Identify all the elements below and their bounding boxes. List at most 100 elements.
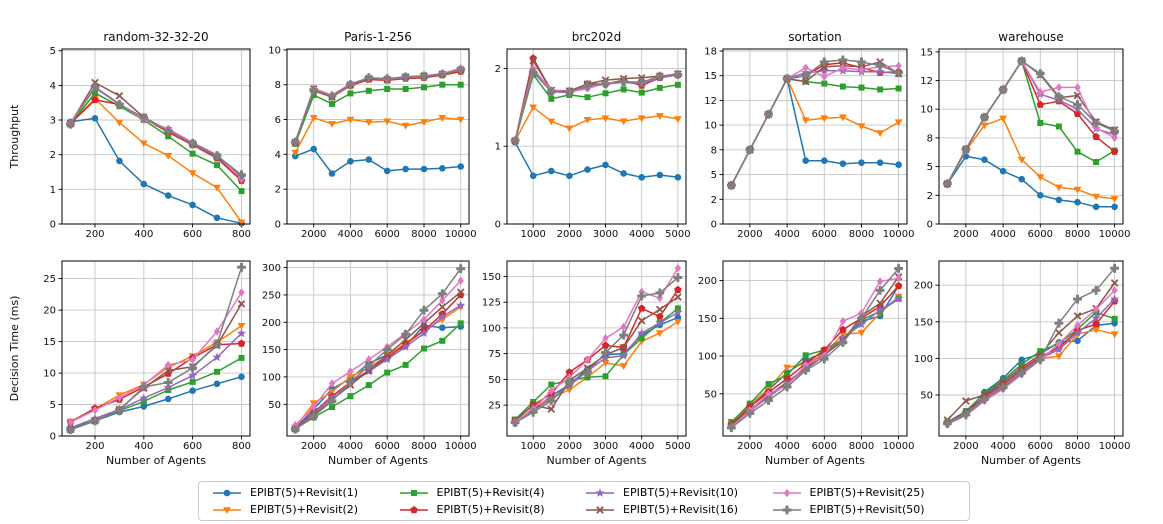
svg-text:10: 10 xyxy=(268,45,281,56)
svg-text:800: 800 xyxy=(232,441,251,452)
svg-text:8: 8 xyxy=(927,133,933,144)
svg-text:8: 8 xyxy=(711,145,717,156)
plot-frame xyxy=(61,260,251,437)
legend-item: EPIBT(5)+Revisit(8) xyxy=(398,503,585,517)
series-x xyxy=(727,58,903,190)
legend-label: EPIBT(5)+Revisit(25) xyxy=(809,486,925,499)
svg-text:5: 5 xyxy=(927,162,933,173)
svg-text:10000: 10000 xyxy=(445,229,477,240)
series-x xyxy=(511,56,682,145)
series-plus xyxy=(943,56,1119,189)
gridlines xyxy=(723,49,907,224)
subplot-title: Paris-1-256 xyxy=(344,30,412,44)
svg-text:100: 100 xyxy=(698,352,717,363)
svg-text:600: 600 xyxy=(183,441,202,452)
svg-text:75: 75 xyxy=(488,349,501,360)
svg-text:100: 100 xyxy=(914,354,933,365)
tick-labels: 200 400 600 800 0 1 2 3 4 5 xyxy=(50,46,251,240)
svg-text:2000: 2000 xyxy=(953,229,978,240)
svg-text:2000: 2000 xyxy=(301,229,326,240)
subplot-r1-c2: 2000 4000 6000 8000 10000 0 2 4 6 8 10 Paris-1-256 xyxy=(253,24,477,244)
svg-text:50: 50 xyxy=(920,391,933,402)
series-plus xyxy=(727,55,903,190)
chart-canvas: 2000 4000 6000 8000 10000 0 2 5 8 10 12 15 18 sortati… xyxy=(704,30,915,240)
subplot-r2-c5: 2000 4000 6000 8000 10000 50 100 150 200 Number o… xyxy=(905,255,1131,474)
legend-item: EPIBT(5)+Revisit(50) xyxy=(771,503,958,517)
svg-text:50: 50 xyxy=(488,375,501,386)
svg-text:4000: 4000 xyxy=(338,229,363,240)
series-diamond xyxy=(511,264,682,426)
svg-text:8000: 8000 xyxy=(411,229,436,240)
svg-text:300: 300 xyxy=(262,263,281,274)
series-x xyxy=(943,279,1119,424)
legend-label: EPIBT(5)+Revisit(4) xyxy=(436,486,545,499)
subplot-title: brc202d xyxy=(572,30,621,44)
tick-marks xyxy=(58,278,242,440)
svg-text:3: 3 xyxy=(50,116,56,127)
svg-text:2000: 2000 xyxy=(301,441,326,452)
svg-text:1: 1 xyxy=(495,142,501,153)
svg-text:6000: 6000 xyxy=(1028,441,1053,452)
series-circle xyxy=(944,153,1118,211)
tick-marks xyxy=(719,50,900,228)
svg-text:25: 25 xyxy=(43,274,56,285)
chart-canvas: 2000 4000 6000 8000 10000 50 100 150 200 250 300 Nu… xyxy=(262,260,477,467)
svg-text:6000: 6000 xyxy=(374,229,399,240)
subplot-r2-c4: 2000 4000 6000 8000 10000 50 100 150 200 Number o… xyxy=(689,255,915,474)
svg-text:2000: 2000 xyxy=(737,229,762,240)
svg-text:2: 2 xyxy=(275,185,281,196)
series-triangle-down xyxy=(727,75,903,190)
gridlines xyxy=(62,49,250,224)
series-square xyxy=(67,90,245,195)
series-plus xyxy=(943,263,1119,428)
svg-text:4000: 4000 xyxy=(629,229,654,240)
svg-text:6: 6 xyxy=(275,115,281,126)
svg-text:6000: 6000 xyxy=(812,229,837,240)
legend-item: EPIBT(5)+Revisit(25) xyxy=(771,486,958,500)
svg-text:2000: 2000 xyxy=(557,229,582,240)
svg-text:5: 5 xyxy=(50,46,56,57)
plot-frame xyxy=(938,260,1124,437)
subplot-title: random-32-32-20 xyxy=(103,30,208,44)
series-plus xyxy=(510,273,683,427)
chart-canvas: 2000 4000 6000 8000 10000 0 2 4 6 8 10 Paris-1-256 xyxy=(268,30,476,240)
subplot-r2-c1: 200 400 600 800 0 5 10 15 20 25 Decision Time (ms)… xyxy=(6,255,258,474)
svg-text:10000: 10000 xyxy=(1099,441,1131,452)
svg-text:3000: 3000 xyxy=(593,441,618,452)
svg-text:6000: 6000 xyxy=(1028,229,1053,240)
series-star xyxy=(726,66,904,190)
x-axis-label: Number of Agents xyxy=(328,454,428,467)
svg-text:10000: 10000 xyxy=(445,441,477,452)
legend-label: EPIBT(5)+Revisit(2) xyxy=(250,503,359,516)
svg-text:200: 200 xyxy=(85,229,104,240)
svg-text:600: 600 xyxy=(183,229,202,240)
svg-text:25: 25 xyxy=(488,401,501,412)
legend-label: EPIBT(5)+Revisit(50) xyxy=(809,503,925,516)
series-pentagon xyxy=(727,58,903,189)
chart-canvas: 1000 2000 3000 4000 5000 0 1 2 brc202d xyxy=(495,30,691,240)
svg-text:150: 150 xyxy=(914,317,933,328)
legend-marker-pentagon-icon xyxy=(399,505,428,513)
x-axis-label: Number of Agents xyxy=(981,454,1081,467)
svg-text:125: 125 xyxy=(482,298,501,309)
svg-text:250: 250 xyxy=(262,290,281,301)
series-diamond xyxy=(292,276,464,430)
legend-marker-x-icon xyxy=(586,505,614,514)
subplot-r2-c2: 2000 4000 6000 8000 10000 50 100 150 200 250 300 Nu… xyxy=(253,255,477,474)
svg-text:15: 15 xyxy=(920,47,933,58)
legend-marker-triangle-down-icon xyxy=(213,506,241,514)
svg-text:10000: 10000 xyxy=(883,229,915,240)
tick-marks xyxy=(58,50,242,228)
chart-canvas: 1000 2000 3000 4000 5000 25 50 75 100 125 150 Numbe… xyxy=(482,260,691,467)
legend: EPIBT(5)+Revisit(1) EPIBT(5)+Revisit(2) EP… xyxy=(198,481,970,521)
legend-label: EPIBT(5)+Revisit(8) xyxy=(436,503,545,516)
legend-label: EPIBT(5)+Revisit(10) xyxy=(623,486,739,499)
subplot-r2-c3: 1000 2000 3000 4000 5000 25 50 75 100 125 150 Numbe… xyxy=(473,255,694,474)
tick-labels: 2000 4000 6000 8000 10000 0 2 4 6 8 10 xyxy=(268,45,476,240)
legend-item: EPIBT(5)+Revisit(1) xyxy=(211,486,398,500)
tick-labels: 2000 4000 6000 8000 10000 50 100 150 200 xyxy=(698,276,915,452)
svg-text:10000: 10000 xyxy=(1099,229,1131,240)
svg-text:1000: 1000 xyxy=(520,441,545,452)
svg-text:3000: 3000 xyxy=(593,229,618,240)
subplot-r1-c3: 1000 2000 3000 4000 5000 0 1 2 brc202d xyxy=(473,24,694,244)
